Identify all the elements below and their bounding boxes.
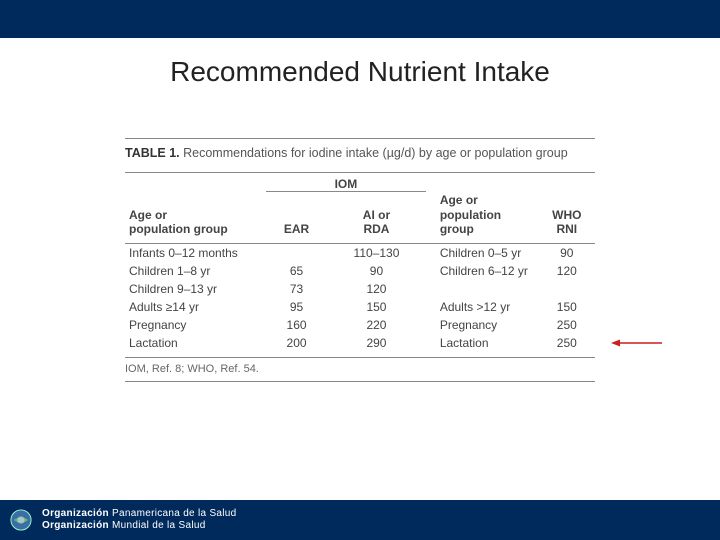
cell-airda: 120 (327, 280, 426, 298)
footer-bar: Organización Panamericana de la Salud Or… (0, 500, 720, 540)
cell-age2: Children 0–5 yr (426, 243, 539, 262)
cell-age2 (426, 280, 539, 298)
cell-age2: Pregnancy (426, 316, 539, 334)
footer-line-1: Organización Panamericana de la Salud (42, 508, 237, 521)
top-bar (0, 0, 720, 38)
cell-airda: 220 (327, 316, 426, 334)
cell-age2: Adults >12 yr (426, 298, 539, 316)
cell-rni: 250 (539, 334, 595, 357)
cell-age1: Infants 0–12 months (125, 243, 266, 262)
table-row: Pregnancy160220Pregnancy250 (125, 316, 595, 334)
header-row: Age or population group EAR AI or RDA Ag… (125, 191, 595, 243)
col-airda-header: AI or RDA (327, 191, 426, 243)
cell-ear: 73 (266, 280, 327, 298)
cell-ear: 160 (266, 316, 327, 334)
col-age2-header: Age or population group (426, 191, 539, 243)
col-age1-header: Age or population group (125, 191, 266, 243)
cell-age1: Lactation (125, 334, 266, 357)
footer-text: Organización Panamericana de la Salud Or… (42, 508, 237, 533)
cell-ear (266, 243, 327, 262)
cell-age1: Children 9–13 yr (125, 280, 266, 298)
paho-logo-icon (10, 509, 32, 531)
cell-airda: 150 (327, 298, 426, 316)
page-title: Recommended Nutrient Intake (0, 56, 720, 88)
header-group-row: IOM (125, 172, 595, 191)
table-row: Infants 0–12 months 110–130Children 0–5 y… (125, 243, 595, 262)
cell-rni: 90 (539, 243, 595, 262)
iom-header: IOM (266, 172, 426, 191)
cell-age2: Lactation (426, 334, 539, 357)
cell-airda: 110–130 (327, 243, 426, 262)
cell-rni (539, 280, 595, 298)
cell-airda: 290 (327, 334, 426, 357)
cell-rni: 250 (539, 316, 595, 334)
data-table: IOM Age or population group EAR AI or RD… (125, 172, 595, 358)
cell-ear: 65 (266, 262, 327, 280)
table-row: Children 9–13 yr73120 (125, 280, 595, 298)
table-row: Adults ≥14 yr95150Adults >12 yr150 (125, 298, 595, 316)
cell-age1: Children 1–8 yr (125, 262, 266, 280)
cell-age2: Children 6–12 yr (426, 262, 539, 280)
cell-rni: 150 (539, 298, 595, 316)
annotation-arrow (611, 336, 663, 350)
col-ear-header: EAR (266, 191, 327, 243)
table-row: Lactation200290Lactation250 (125, 334, 595, 357)
cell-rni: 120 (539, 262, 595, 280)
footer-line-2: Organización Mundial de la Salud (42, 520, 237, 533)
caption-label: TABLE 1. (125, 146, 180, 160)
cell-airda: 90 (327, 262, 426, 280)
table-footnote: IOM, Ref. 8; WHO, Ref. 54. (125, 358, 595, 382)
table-row: Children 1–8 yr6590Children 6–12 yr120 (125, 262, 595, 280)
cell-ear: 95 (266, 298, 327, 316)
cell-age1: Adults ≥14 yr (125, 298, 266, 316)
table-figure: TABLE 1. Recommendations for iodine inta… (125, 138, 595, 382)
cell-age1: Pregnancy (125, 316, 266, 334)
col-rni-header: WHO RNI (539, 191, 595, 243)
table-caption: TABLE 1. Recommendations for iodine inta… (125, 138, 595, 162)
cell-ear: 200 (266, 334, 327, 357)
caption-text: Recommendations for iodine intake (µg/d)… (183, 146, 568, 160)
